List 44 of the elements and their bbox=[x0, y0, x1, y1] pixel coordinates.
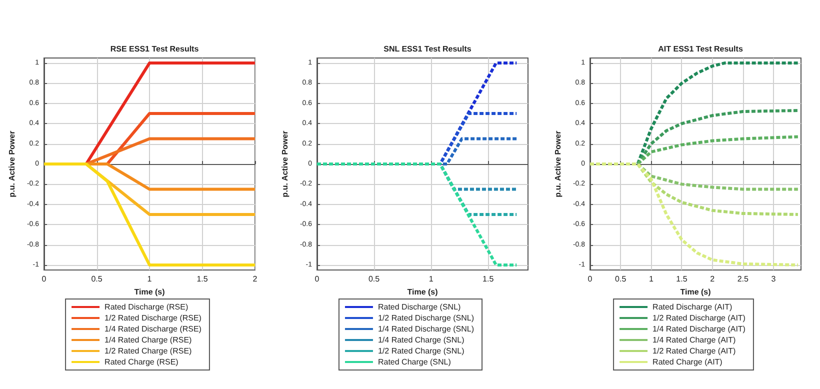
x-tick-label: 0 bbox=[314, 274, 320, 284]
x-tick-label: 1 bbox=[147, 274, 152, 284]
legend-label: 1/4 Rated Charge (AIT) bbox=[652, 336, 736, 344]
legend-label: 1/4 Rated Discharge (AIT) bbox=[652, 324, 746, 334]
legend-label: 1/2 Rated Charge (RSE) bbox=[104, 346, 192, 356]
x-tick-label: 3 bbox=[771, 274, 776, 284]
x-axis-title: Time (s) bbox=[407, 287, 438, 296]
x-tick-label: 0.5 bbox=[368, 274, 380, 284]
legend-label: Rated Discharge (RSE) bbox=[104, 302, 188, 312]
x-tick-label: 2 bbox=[252, 274, 258, 284]
x-tick-label: 0 bbox=[42, 274, 47, 284]
x-tick-label: 1.5 bbox=[676, 274, 688, 284]
x-tick-label: 1 bbox=[648, 274, 654, 284]
x-tick-label: 0 bbox=[588, 274, 593, 284]
x-axis-title: Time (s) bbox=[680, 287, 712, 296]
legend-label: 1/4 Rated Discharge (SNL) bbox=[378, 324, 474, 334]
line-series bbox=[588, 162, 800, 266]
legend-label: 1/2 Rated Charge (AIT) bbox=[652, 346, 736, 356]
x-tick-label: 1 bbox=[428, 274, 434, 284]
legend-label: 1/2 Rated Discharge (AIT) bbox=[652, 314, 746, 322]
legend-label: 1/4 Rated Charge (RSE) bbox=[104, 336, 192, 344]
y-axis-title: p.u. Active Power bbox=[554, 130, 562, 198]
legend-label: 1/2 Rated Charge (SNL) bbox=[378, 346, 465, 356]
y-axis-title: p.u. Active Power bbox=[280, 130, 290, 198]
legend-label: 1/2 Rated Discharge (SNL) bbox=[378, 314, 474, 322]
legend-label: 1/2 Rated Discharge (RSE) bbox=[104, 314, 202, 322]
chart-title: AIT ESS1 Test Results bbox=[658, 44, 744, 54]
legend-label: Rated Discharge (SNL) bbox=[378, 302, 462, 312]
x-tick-label: 0.5 bbox=[91, 274, 103, 284]
x-tick-label: 2 bbox=[710, 274, 716, 284]
x-tick-label: 1.5 bbox=[482, 274, 494, 284]
legend-label: Rated Charge (SNL) bbox=[378, 358, 452, 366]
chart-title: SNL ESS1 Test Results bbox=[384, 44, 472, 54]
x-tick-label: 2.5 bbox=[737, 274, 750, 284]
legend-label: 1/4 Rated Charge (SNL) bbox=[378, 336, 465, 344]
legend-label: 1/4 Rated Discharge (RSE) bbox=[104, 324, 202, 334]
legend-label: Rated Charge (RSE) bbox=[104, 358, 179, 366]
x-tick-label: 0.5 bbox=[615, 274, 627, 284]
legend-label: Rated Charge (AIT) bbox=[652, 358, 723, 366]
x-axis-title: Time (s) bbox=[134, 287, 166, 296]
legend-label: Rated Discharge (AIT) bbox=[652, 302, 732, 312]
chart-title: RSE ESS1 Test Results bbox=[110, 44, 200, 54]
x-tick-label: 1.5 bbox=[196, 274, 208, 284]
y-axis-title: p.u. Active Power bbox=[8, 130, 16, 198]
